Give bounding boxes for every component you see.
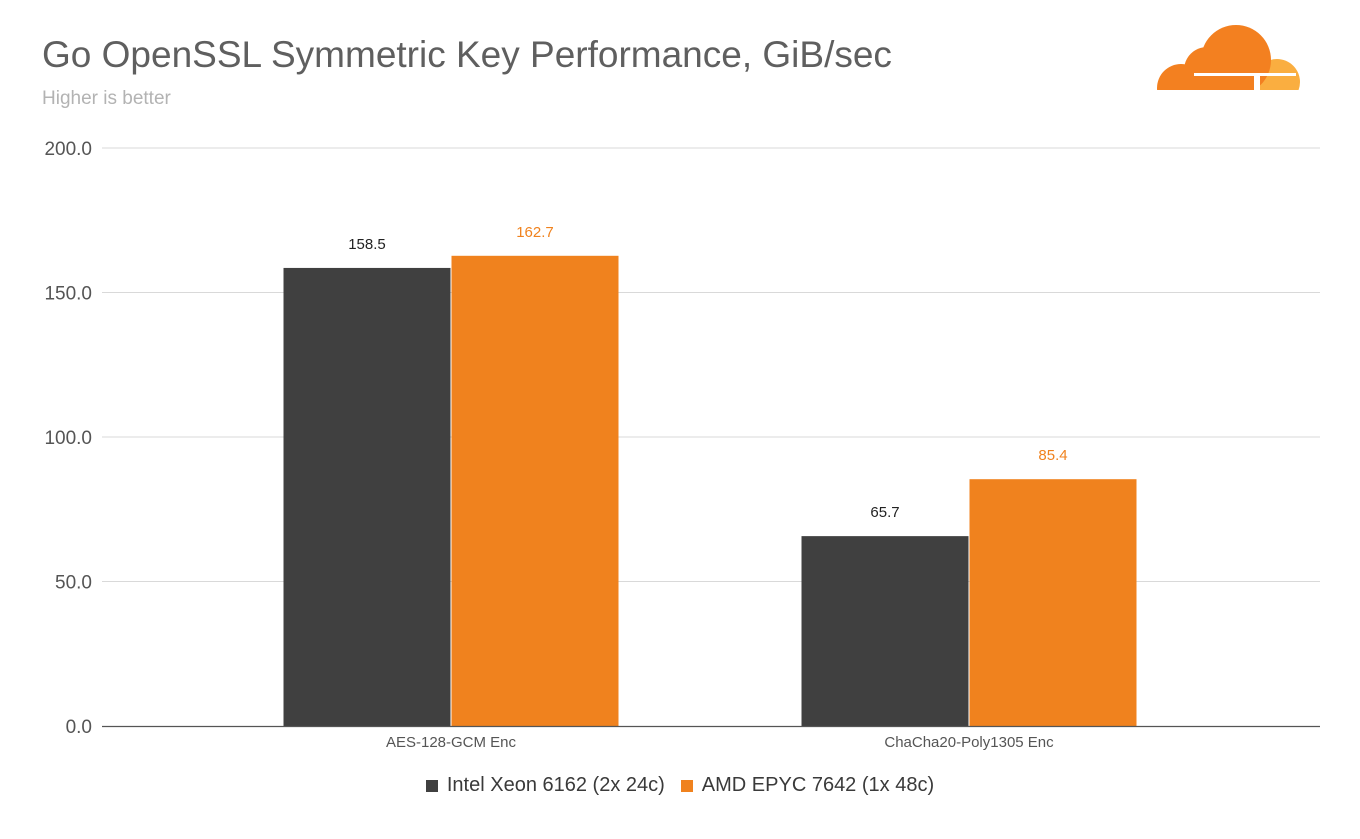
legend-item-intel[interactable]: Intel Xeon 6162 (2x 24c) (425, 774, 665, 797)
data-labels: 158.5 65.7 162.7 85.4 (348, 224, 1067, 521)
data-label: 65.7 (870, 504, 899, 521)
legend-item-amd[interactable]: AMD EPYC 7642 (1x 48c) (680, 774, 935, 797)
cloudflare-cloud-icon (1150, 20, 1310, 100)
legend-label-amd: AMD EPYC 7642 (1x 48c) (701, 774, 935, 796)
data-label: 162.7 (516, 224, 554, 241)
x-tick-label: ChaCha20-Poly1305 Enc (884, 734, 1054, 751)
y-tick-label: 150.0 (44, 284, 92, 305)
chart-title: Go OpenSSL Symmetric Key Performance, Gi… (42, 34, 892, 75)
legend-label-intel: Intel Xeon 6162 (2x 24c) (446, 774, 665, 796)
y-tick-label: 0.0 (66, 717, 92, 738)
y-axis-ticks: 0.0 50.0 100.0 150.0 200.0 (44, 139, 92, 738)
legend-swatch-intel (425, 779, 438, 792)
data-label: 85.4 (1038, 447, 1067, 464)
chart-subtitle: Higher is better (42, 88, 171, 109)
legend: Intel Xeon 6162 (2x 24c) AMD EPYC 7642 (… (0, 774, 1360, 797)
y-tick-label: 100.0 (44, 428, 92, 449)
x-tick-label: AES-128-GCM Enc (386, 734, 517, 751)
y-tick-label: 200.0 (44, 139, 92, 160)
bar-chart: 0.0 50.0 100.0 150.0 200.0 158.5 65.7 162.7 85.… (44, 139, 1320, 751)
bar-intel-1[interactable] (801, 536, 969, 726)
bar-intel-0[interactable] (283, 267, 451, 726)
bar-amd-0[interactable] (451, 255, 619, 726)
y-tick-label: 50.0 (55, 573, 92, 594)
bars (283, 255, 1137, 726)
bar-amd-1[interactable] (969, 479, 1137, 726)
x-axis-ticks: AES-128-GCM Enc ChaCha20-Poly1305 Enc (386, 734, 1054, 751)
legend-swatch-amd (680, 779, 693, 792)
data-label: 158.5 (348, 236, 386, 253)
